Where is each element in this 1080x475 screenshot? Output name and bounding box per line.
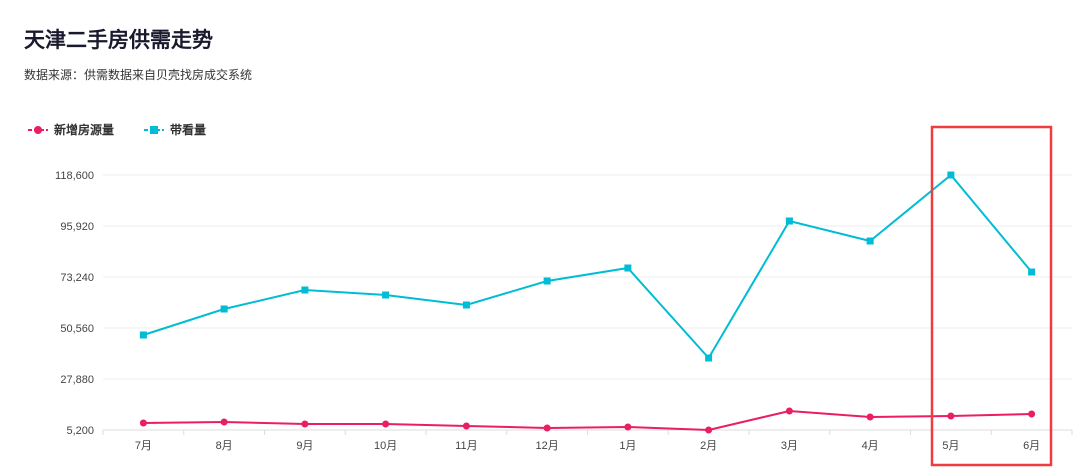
- x-tick-label: 4月: [862, 440, 879, 452]
- data-point: [866, 413, 874, 421]
- data-point: [785, 407, 793, 415]
- x-tick-label: 8月: [216, 440, 233, 452]
- x-tick-label: 3月: [781, 440, 798, 452]
- x-tick-label: 6月: [1023, 440, 1040, 452]
- legend-label: 带看量: [170, 123, 207, 137]
- data-point: [624, 423, 632, 431]
- data-point: [705, 354, 713, 362]
- x-tick-label: 5月: [942, 440, 959, 452]
- data-point: [543, 277, 551, 285]
- series-line-views: [143, 173, 1033, 360]
- y-tick-label: 50,560: [60, 323, 94, 335]
- data-point: [382, 291, 390, 299]
- highlight-box: [930, 125, 1053, 467]
- legend-item-views[interactable]: 带看量: [144, 121, 206, 138]
- y-tick-label: 95,920: [60, 221, 94, 233]
- data-point: [947, 171, 955, 179]
- legend: 新增房源量 带看量: [28, 121, 206, 138]
- data-point: [543, 424, 551, 432]
- data-point: [220, 305, 228, 313]
- y-tick-label: 118,600: [55, 170, 94, 182]
- x-tick-label: 9月: [296, 440, 313, 452]
- x-tick-label: 11月: [455, 440, 477, 452]
- x-tick-label: 2月: [700, 440, 717, 452]
- data-point: [220, 418, 228, 426]
- y-tick-label: 27,880: [60, 374, 94, 386]
- data-point: [947, 412, 955, 420]
- x-tick-label: 10月: [374, 440, 397, 452]
- data-point: [624, 264, 632, 272]
- data-point: [785, 217, 793, 225]
- data-point: [382, 420, 390, 428]
- data-point: [139, 331, 147, 339]
- series-line-supply: [143, 409, 1032, 432]
- x-tick-label: 7月: [135, 440, 152, 452]
- data-point: [705, 426, 713, 434]
- data-point: [462, 301, 470, 309]
- data-point: [301, 286, 309, 294]
- data-point: [139, 419, 147, 427]
- data-point: [866, 237, 874, 245]
- square-marker-icon: [144, 125, 165, 134]
- legend-label: 新增房源量: [54, 123, 115, 137]
- data-point: [1028, 268, 1036, 276]
- x-tick-label: 12月: [536, 440, 559, 452]
- y-tick-label: 73,240: [60, 272, 94, 284]
- x-tick-label: 1月: [619, 440, 636, 452]
- page-title: 天津二手房供需走势: [24, 28, 213, 52]
- y-tick-label: 5,200: [66, 425, 94, 437]
- data-source-note: 数据来源：供需数据来自贝壳找房成交系统: [24, 68, 253, 82]
- data-point: [462, 422, 470, 430]
- data-point: [301, 420, 309, 428]
- data-point: [1028, 410, 1036, 418]
- circle-marker-icon: [28, 125, 48, 134]
- legend-item-supply[interactable]: 新增房源量: [28, 121, 114, 138]
